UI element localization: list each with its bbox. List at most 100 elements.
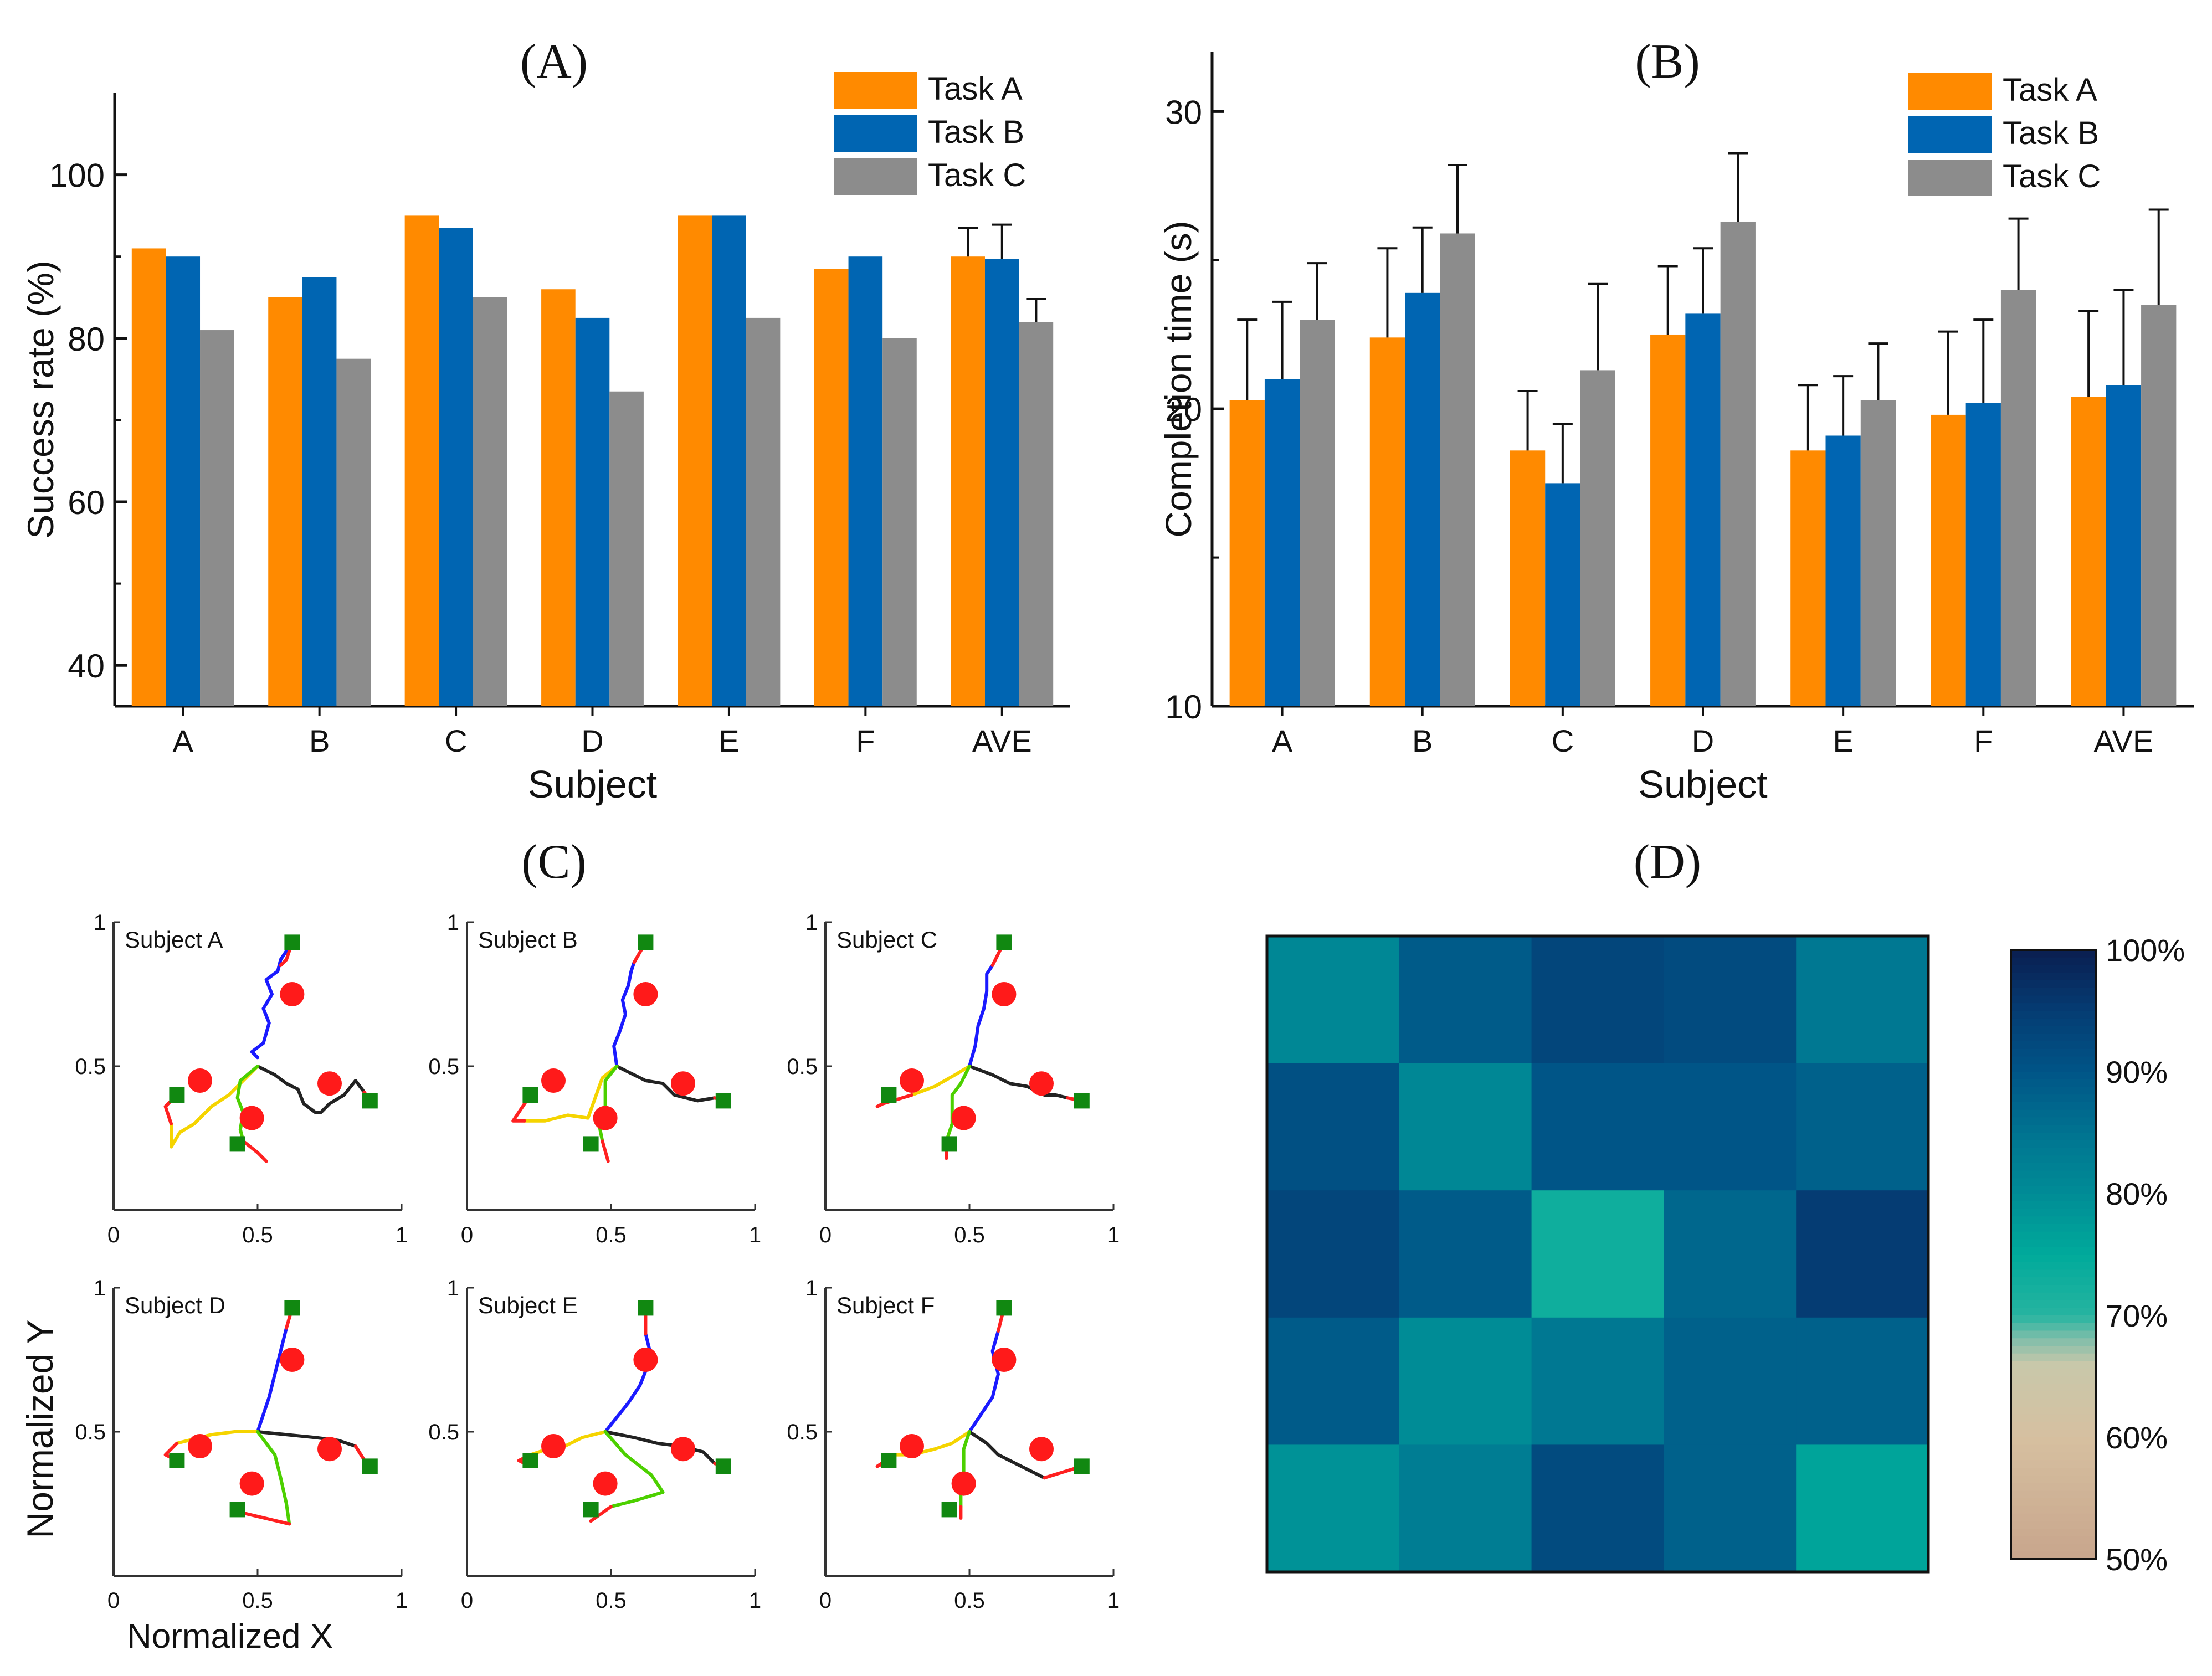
heatmap-cell xyxy=(1267,1063,1400,1191)
colorbar-band xyxy=(2011,1285,2096,1293)
bar-chart-panel-b: (B) 10 20 30 A B C D E F AVE Subject Completion time… xyxy=(1158,35,2194,806)
y-tick-label: 1 xyxy=(94,1276,106,1300)
colorbar-band xyxy=(2011,1529,2096,1537)
heatmap-cell xyxy=(1796,936,1929,1064)
legend-swatch xyxy=(834,158,917,195)
heatmap-cell xyxy=(1664,1063,1797,1191)
heatmap-cell xyxy=(1267,1317,1400,1445)
bar-task-a-E xyxy=(678,215,712,706)
target-marker xyxy=(992,982,1017,1006)
trajectory-path-yellow xyxy=(910,1065,971,1097)
colorbar-band xyxy=(2011,1521,2096,1529)
bar-task-a-E xyxy=(1790,450,1826,706)
colorbar-band xyxy=(2011,980,2096,989)
heatmap-cell xyxy=(1531,1444,1664,1572)
colorbar-band xyxy=(2011,1452,2096,1461)
target-marker xyxy=(280,1348,305,1372)
colorbar-band xyxy=(2011,1498,2096,1507)
x-axis-label: Subject xyxy=(1638,763,1767,806)
x-tick-label: 1 xyxy=(396,1223,408,1247)
trajectory-path-black xyxy=(603,1430,717,1466)
colorbar-band xyxy=(2011,1315,2096,1324)
colorbar-band xyxy=(2011,1300,2096,1309)
heatmap-cell xyxy=(1267,1444,1400,1572)
target-marker xyxy=(317,1437,342,1462)
trajectory-subplot: 0 0.5 1 0.5 1 Subject F xyxy=(787,1276,1120,1613)
target-marker xyxy=(188,1434,212,1458)
bar-task-c-E xyxy=(746,317,781,706)
colorbar-border xyxy=(2010,949,2097,1560)
colorbar-band xyxy=(2011,1094,2096,1103)
bar-task-b-A xyxy=(166,256,201,706)
x-tick-label: F xyxy=(856,723,875,758)
start-marker xyxy=(522,1087,538,1103)
heatmap-cell xyxy=(1796,1063,1929,1191)
colorbar-band xyxy=(2011,1353,2096,1362)
colorbar-band xyxy=(2011,1376,2096,1385)
colorbar-tick-label: 70% xyxy=(2106,1298,2168,1333)
start-marker xyxy=(284,934,300,950)
y-tick-label: 10 xyxy=(1165,688,1202,726)
colorbar-band xyxy=(2011,1194,2096,1202)
heatmap-cell xyxy=(1267,1190,1400,1318)
colorbar-band xyxy=(2011,1468,2096,1476)
y-axis-label: Success rate (%) xyxy=(20,260,61,538)
x-tick-label: B xyxy=(309,723,330,758)
colorbar-band xyxy=(2011,988,2096,996)
colorbar-band xyxy=(2011,1369,2096,1377)
x-axis-label: Normalized X xyxy=(127,1617,333,1656)
colorbar-band xyxy=(2011,1117,2096,1126)
bar-task-b-E xyxy=(1825,435,1861,706)
bar-task-b-AVE xyxy=(2106,385,2142,706)
colorbar-band xyxy=(2011,1064,2096,1072)
y-tick-label: 0.5 xyxy=(75,1055,106,1079)
trajectory-path-red_bottom xyxy=(601,1139,610,1163)
bar-task-c-E xyxy=(1860,400,1896,706)
bar-task-b-B xyxy=(302,277,337,707)
heatmap-cell xyxy=(1664,1317,1797,1445)
bar-task-c-AVE xyxy=(2141,305,2177,706)
start-marker xyxy=(583,1136,599,1152)
target-marker xyxy=(593,1106,618,1130)
legend-label: Task C xyxy=(928,157,1026,193)
heatmap-cell xyxy=(1796,1444,1929,1572)
bar-task-c-B xyxy=(336,358,371,706)
colorbar-band xyxy=(2011,1414,2096,1423)
bar-task-c-AVE xyxy=(1019,322,1054,706)
bar-task-a-AVE xyxy=(2071,397,2106,706)
colorbar-band xyxy=(2011,1201,2096,1210)
colorbar-band xyxy=(2011,1551,2096,1560)
bar-task-a-F xyxy=(1931,414,1966,706)
colorbar-band xyxy=(2011,1186,2096,1194)
colorbar-band xyxy=(2011,1262,2096,1271)
trajectory-path-yellow xyxy=(523,1065,619,1123)
colorbar-band xyxy=(2011,1255,2096,1263)
colorbar-band xyxy=(2011,1163,2096,1171)
subplot-title: Subject B xyxy=(478,927,578,953)
trajectory-path-blue xyxy=(256,1326,288,1433)
colorbar-band xyxy=(2011,1133,2096,1141)
target-marker xyxy=(541,1068,566,1093)
bar-task-a-D xyxy=(1650,334,1686,706)
y-tick-label: 1 xyxy=(805,1276,818,1300)
x-tick-label: 0.5 xyxy=(954,1223,985,1247)
colorbar-band xyxy=(2011,1292,2096,1301)
x-tick-label: 1 xyxy=(1107,1588,1120,1613)
x-tick-label: 1 xyxy=(749,1223,761,1247)
bar-task-b-B xyxy=(1405,292,1440,706)
colorbar-band xyxy=(2011,1216,2096,1225)
target-marker xyxy=(317,1071,342,1096)
legend-swatch xyxy=(1908,73,1992,110)
colorbar-tick-label: 60% xyxy=(2106,1420,2168,1455)
y-tick-label: 0.5 xyxy=(75,1420,106,1444)
colorbar-band xyxy=(2011,1391,2096,1400)
target-marker xyxy=(1029,1071,1054,1096)
heatmap-cell xyxy=(1664,1444,1797,1572)
bar-task-b-F xyxy=(1965,403,2001,706)
y-axis-label: Completion time (s) xyxy=(1158,220,1199,537)
x-tick-label: A xyxy=(1272,723,1293,758)
trajectory-path-black xyxy=(968,1430,1046,1480)
x-tick-label: 0 xyxy=(819,1588,832,1613)
start-marker xyxy=(583,1502,599,1518)
colorbar-tick-label: 90% xyxy=(2106,1055,2168,1089)
